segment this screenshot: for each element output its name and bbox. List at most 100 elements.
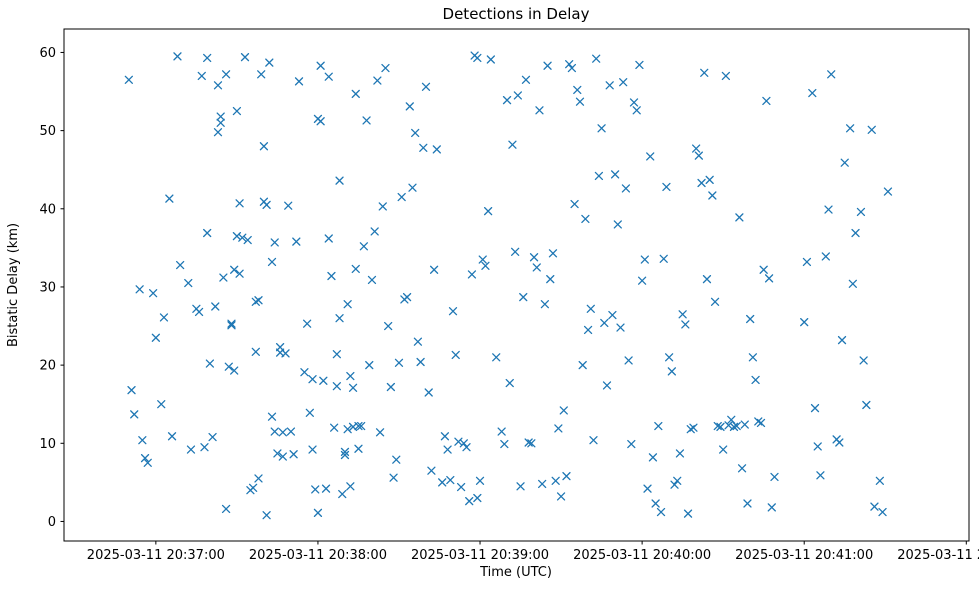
scatter-marker [548, 249, 558, 258]
scatter-marker [219, 273, 228, 282]
scatter-marker [475, 476, 485, 485]
scatter-marker [221, 504, 231, 514]
scatter-marker [316, 117, 325, 126]
scatter-marker [343, 425, 352, 434]
scatter-marker [235, 199, 244, 208]
plot-area [64, 29, 969, 541]
scatter-marker [451, 350, 460, 360]
scatter-marker [397, 192, 406, 202]
scatter-marker [267, 257, 277, 267]
scatter-marker [267, 412, 277, 421]
scatter-marker [605, 81, 614, 90]
scatter-marker [300, 368, 309, 377]
scatter-marker [384, 321, 393, 331]
x-tick-label: 2025-03-11 20:38:00 [249, 548, 387, 563]
scatter-marker [816, 471, 825, 480]
scatter-marker [373, 76, 382, 85]
scatter-marker [465, 496, 474, 506]
x-tick-label: 2025-03-11 20:37:00 [87, 548, 225, 563]
scatter-marker [186, 445, 196, 454]
scatter-marker [667, 367, 676, 376]
scatter-marker [581, 214, 590, 224]
scatter-marker [610, 170, 620, 179]
scatter-marker [394, 358, 404, 367]
scatter-marker [664, 353, 674, 362]
scatter-marker [508, 140, 517, 149]
scatter-marker [157, 400, 166, 409]
scatter-marker [308, 375, 317, 384]
scatter-marker [546, 274, 555, 284]
scatter-marker [405, 102, 414, 111]
scatter-marker [378, 202, 387, 211]
scatter-marker [810, 403, 820, 413]
scatter-marker [867, 125, 876, 134]
scatter-marker [262, 511, 271, 520]
scatter-marker [248, 483, 258, 492]
scatter-marker [340, 447, 350, 457]
scatter-marker [616, 323, 625, 332]
x-tick-label: 2025-03-11 20:39:00 [411, 548, 549, 563]
scatter-marker [419, 143, 428, 152]
scatter-marker [516, 482, 525, 491]
scatter-marker [362, 116, 371, 125]
scatter-marker [173, 52, 182, 61]
scatter-marker [227, 321, 236, 330]
scatter-marker [878, 507, 887, 517]
scatter-marker [216, 112, 225, 121]
scatter-marker [429, 265, 439, 274]
scatter-marker [294, 77, 304, 86]
scatter-marker [335, 314, 344, 323]
scatter-marker [565, 60, 574, 69]
scatter-marker [235, 269, 244, 278]
scatter-marker [602, 381, 612, 390]
scatter-marker [627, 439, 636, 449]
scatter-marker [562, 471, 571, 481]
scatter-marker [238, 233, 247, 242]
scatter-marker [375, 428, 385, 437]
scatter-marker [586, 304, 595, 313]
scatter-marker [259, 142, 269, 151]
scatter-marker [381, 63, 390, 73]
scatter-marker [535, 106, 544, 115]
scatter-marker [427, 466, 436, 475]
scatter-marker [278, 428, 287, 437]
scatter-marker [578, 360, 587, 370]
scatter-marker [659, 254, 668, 263]
scatter-marker [416, 357, 425, 367]
scatter-marker [746, 314, 755, 324]
scatter-marker [167, 432, 177, 441]
scatter-markers [124, 51, 893, 520]
scatter-marker [527, 439, 536, 448]
scatter-marker [756, 418, 766, 428]
scatter-marker [702, 274, 712, 284]
scatter-marker [743, 499, 752, 508]
scatter-marker [862, 400, 871, 410]
scatter-marker [338, 489, 347, 499]
scatter-marker [705, 175, 714, 185]
scatter-marker [486, 55, 495, 64]
scatter-marker [159, 313, 169, 322]
scatter-marker [127, 385, 136, 395]
scatter-marker [732, 421, 741, 431]
scatter-marker [851, 228, 860, 238]
y-tick-label: 50 [39, 124, 56, 139]
scatter-marker [681, 320, 690, 329]
scatter-marker [748, 353, 758, 362]
scatter-marker [213, 128, 223, 137]
scatter-marker [367, 275, 377, 285]
scatter-marker [524, 438, 533, 447]
scatter-marker [648, 453, 658, 462]
scatter-marker [583, 325, 593, 335]
scatter-marker [411, 128, 420, 138]
scatter-marker [340, 450, 350, 460]
scatter-marker [148, 289, 158, 298]
scatter-marker [559, 406, 568, 415]
scatter-marker [540, 300, 550, 309]
scatter-marker [432, 145, 441, 154]
scatter-marker [883, 187, 893, 196]
scatter-marker [284, 201, 293, 210]
scatter-marker [462, 443, 471, 452]
scatter-marker [689, 423, 698, 432]
scatter-marker [824, 205, 833, 214]
scatter-marker [270, 427, 279, 436]
